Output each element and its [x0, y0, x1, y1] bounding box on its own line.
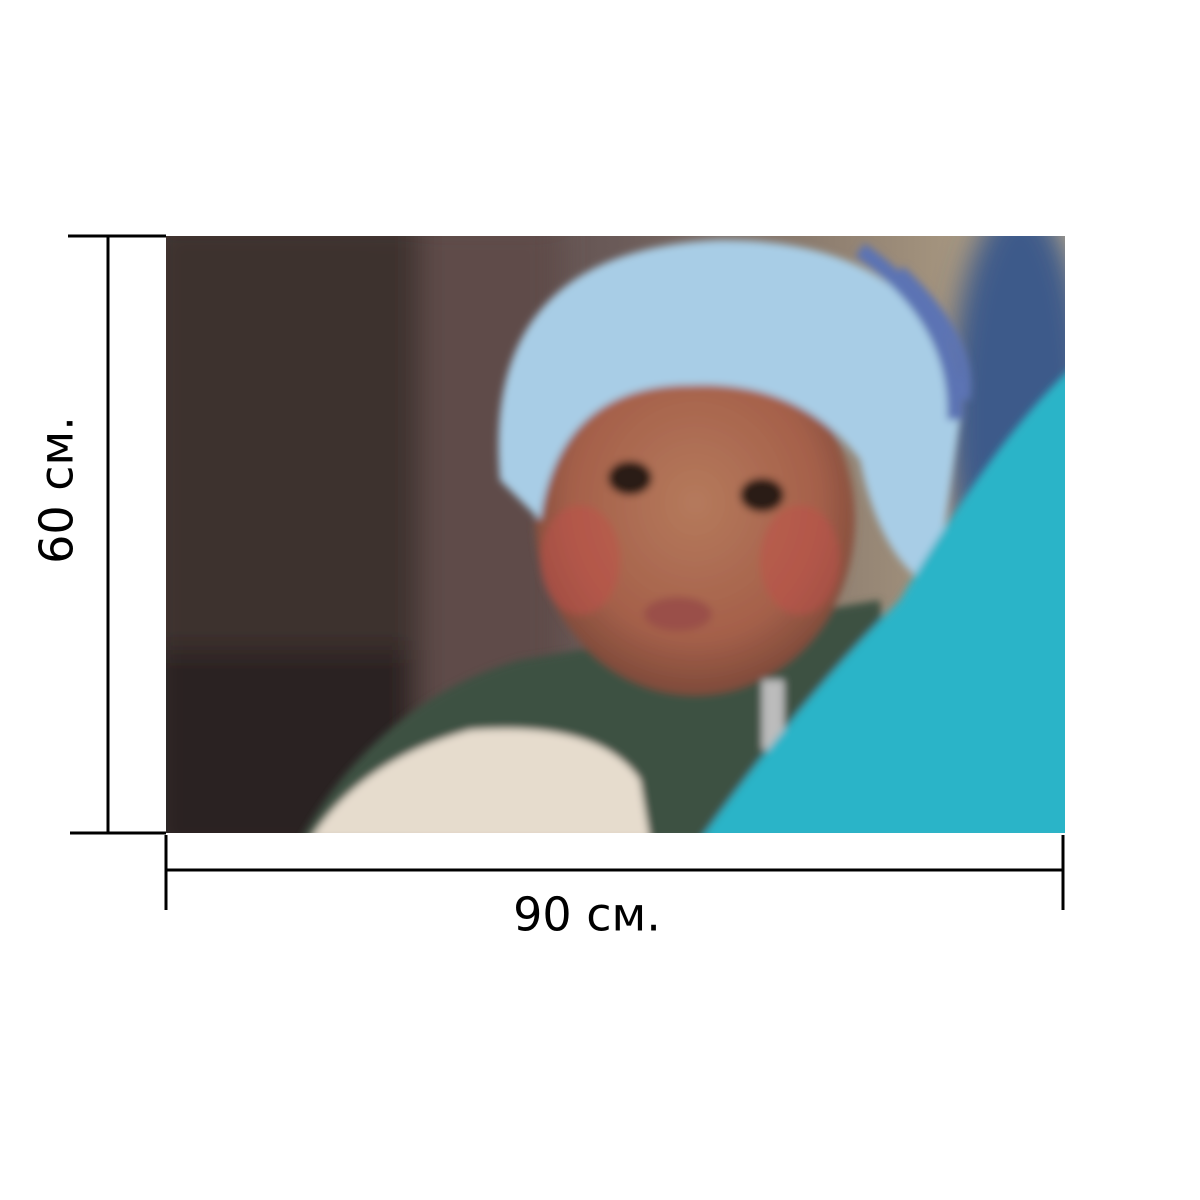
photo	[166, 236, 1065, 833]
dimension-lines	[68, 234, 1065, 910]
width-label: 90 см.	[513, 888, 661, 942]
height-label: 60 см.	[30, 416, 84, 564]
